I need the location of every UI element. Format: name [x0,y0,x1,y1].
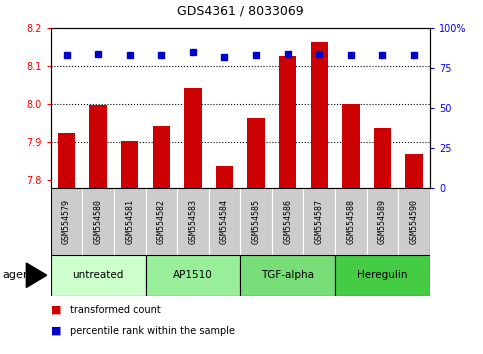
Bar [247,118,265,188]
Bar [335,188,367,255]
Text: GDS4361 / 8033069: GDS4361 / 8033069 [177,5,304,18]
Bar [367,188,398,255]
Text: GSM554583: GSM554583 [188,199,198,244]
Bar [114,188,145,255]
Text: untreated: untreated [72,270,124,280]
Text: GSM554584: GSM554584 [220,199,229,244]
Bar [82,188,114,255]
Bar [184,88,201,188]
Text: GSM554581: GSM554581 [125,199,134,244]
Bar [272,188,303,255]
Polygon shape [26,263,47,287]
Text: AP1510: AP1510 [173,270,213,280]
Text: GSM554588: GSM554588 [346,199,355,244]
Text: GSM554582: GSM554582 [157,199,166,244]
Bar [177,188,209,255]
Bar [335,255,430,296]
Text: agent: agent [2,270,35,280]
Bar [216,166,233,188]
Bar [145,188,177,255]
Bar [209,188,241,255]
Bar [51,188,82,255]
Text: ■: ■ [51,326,61,336]
Text: GSM554586: GSM554586 [283,199,292,244]
Text: GSM554579: GSM554579 [62,199,71,244]
Text: transformed count: transformed count [70,305,161,315]
Text: GSM554580: GSM554580 [94,199,102,244]
Bar [303,188,335,255]
Text: GSM554590: GSM554590 [410,199,419,244]
Bar [342,104,359,188]
Bar [241,188,272,255]
Bar [145,255,241,296]
Bar [153,126,170,188]
Text: TGF-alpha: TGF-alpha [261,270,314,280]
Text: GSM554589: GSM554589 [378,199,387,244]
Bar [58,133,75,188]
Bar [405,154,423,188]
Bar [241,255,335,296]
Text: percentile rank within the sample: percentile rank within the sample [70,326,235,336]
Bar [89,105,107,188]
Bar [279,56,297,188]
Bar [398,188,430,255]
Text: GSM554587: GSM554587 [315,199,324,244]
Text: GSM554585: GSM554585 [252,199,261,244]
Bar [51,255,145,296]
Bar [311,42,328,188]
Text: ■: ■ [51,305,61,315]
Bar [121,141,139,188]
Text: Heregulin: Heregulin [357,270,408,280]
Bar [374,128,391,188]
